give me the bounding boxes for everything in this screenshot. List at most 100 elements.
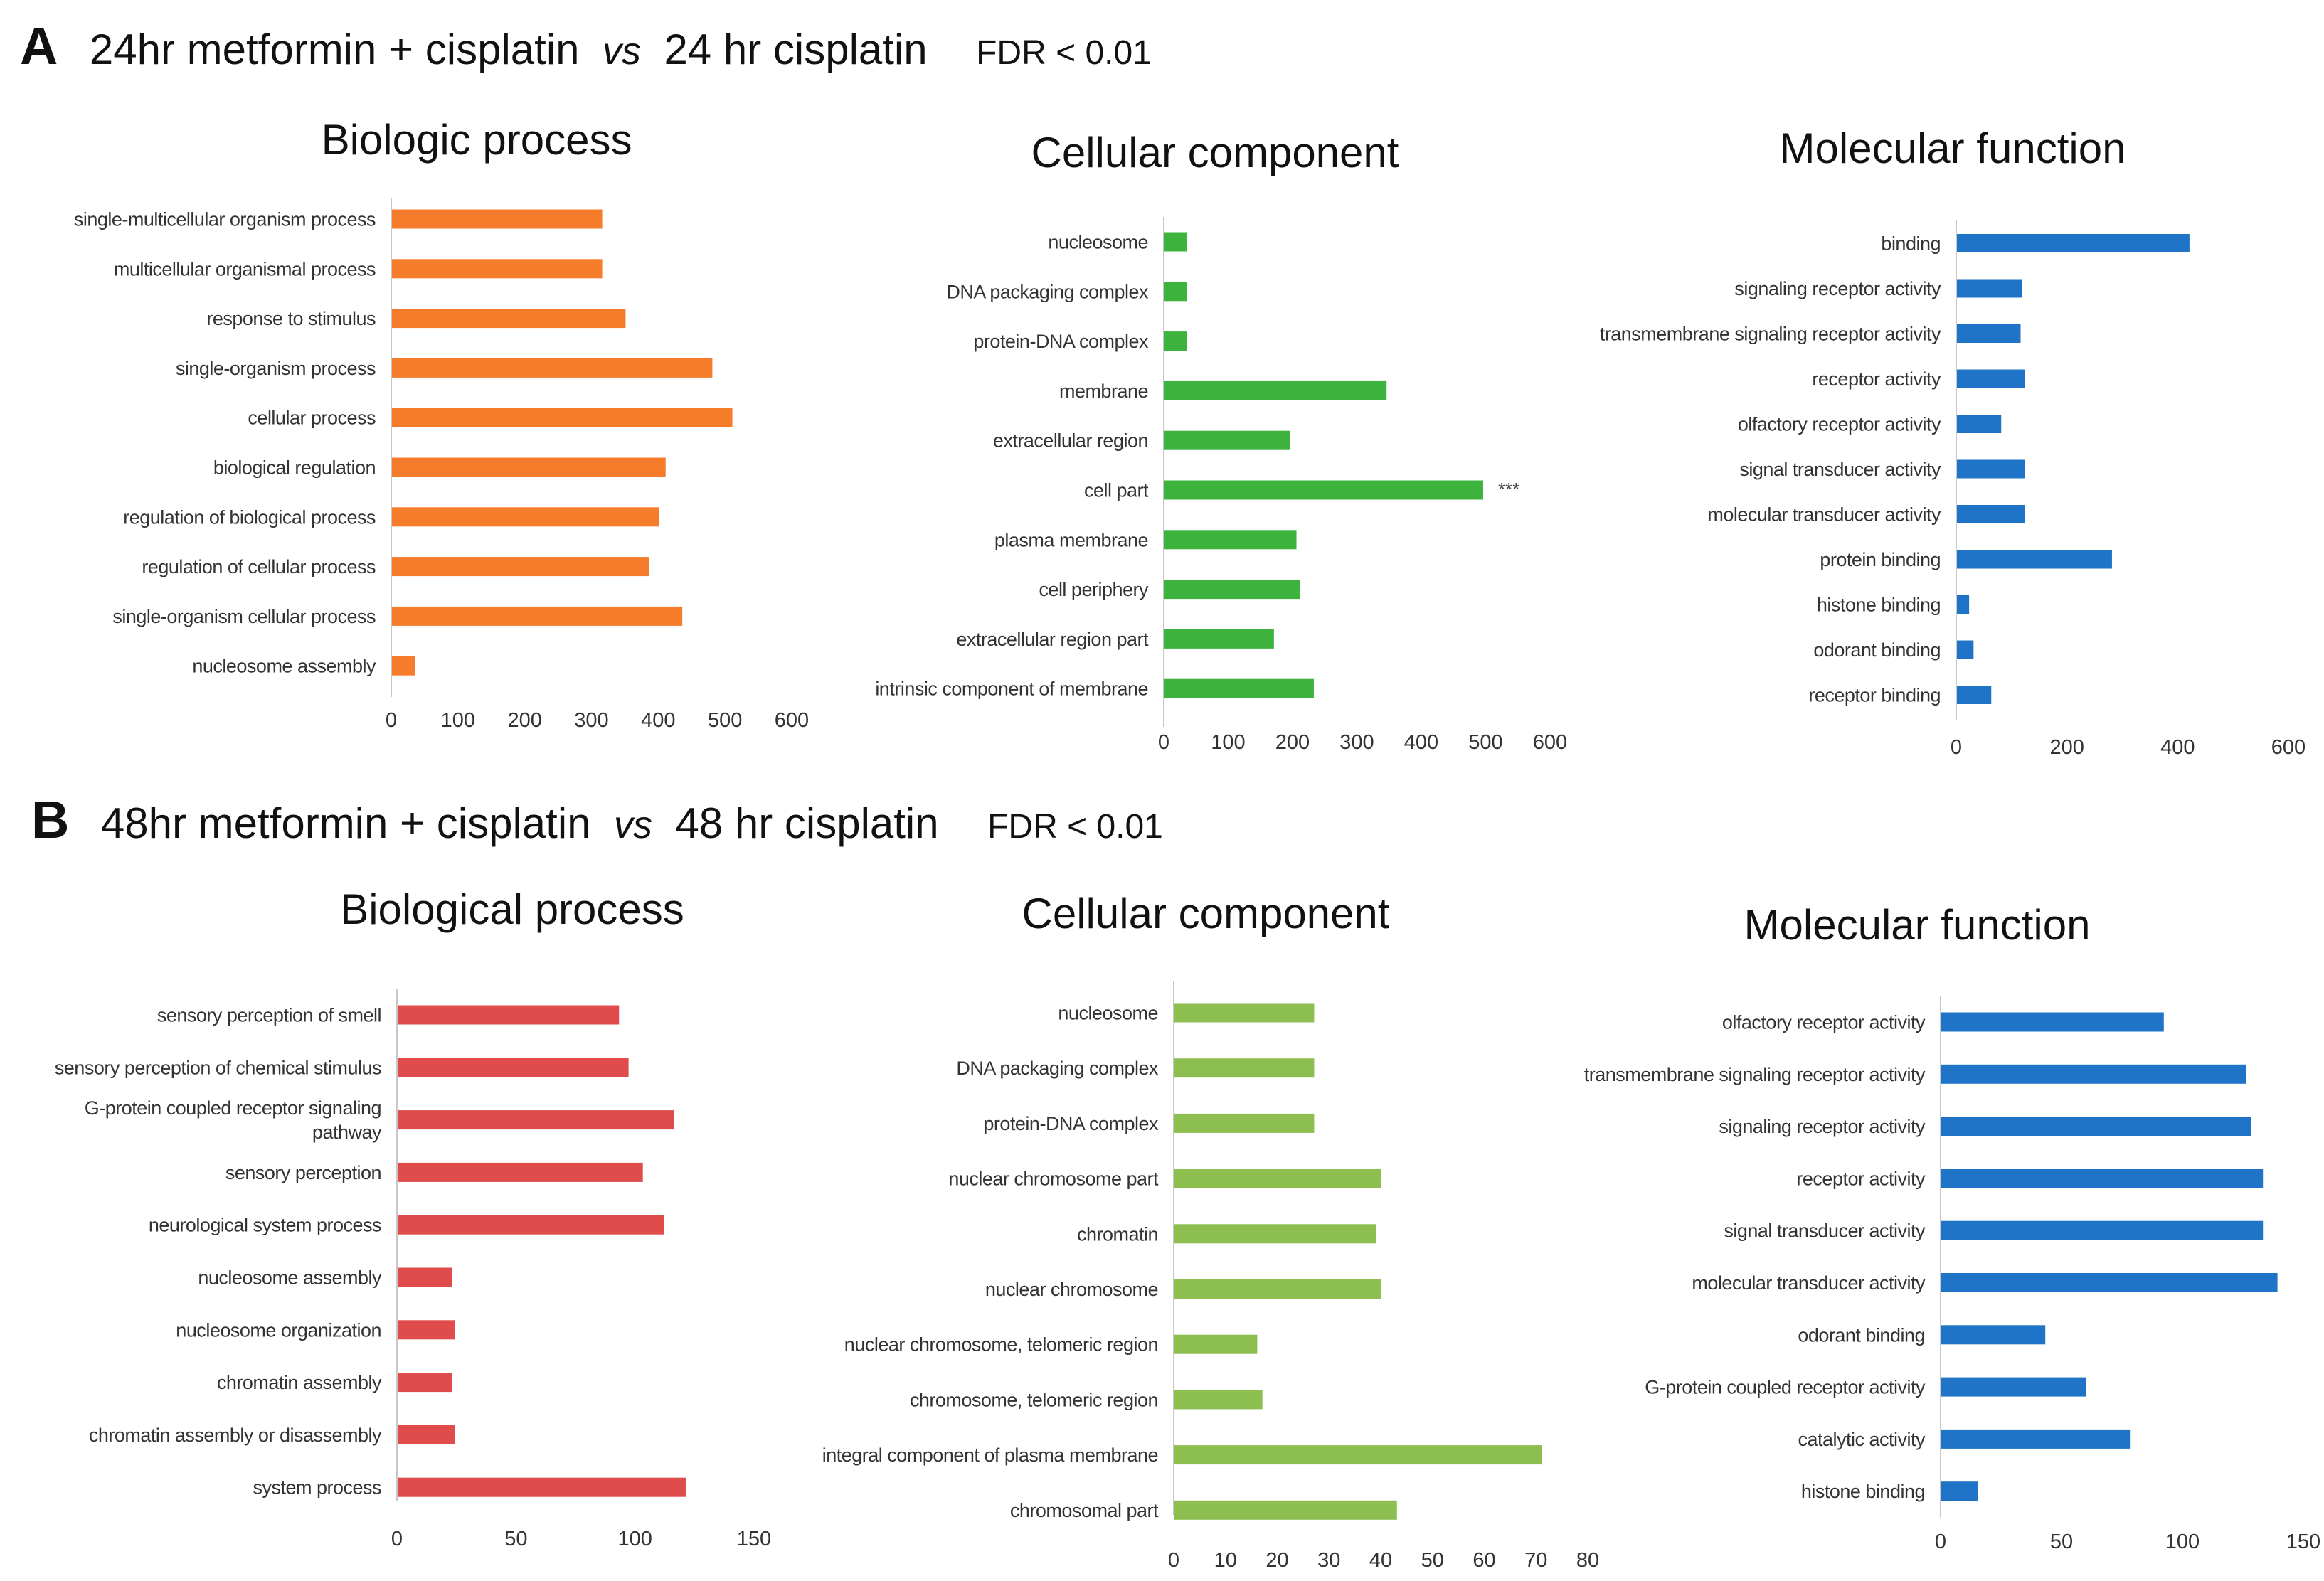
category-label-transmembrane-signaling-receptor-activity: transmembrane signaling receptor activit…	[1600, 323, 1941, 344]
chart-b3-molecular-function: Molecular function olfactory receptor ac…	[1529, 875, 2324, 1572]
bar-receptor-activity	[1957, 369, 2025, 388]
category-label-protein-dna-complex: protein-DNA complex	[983, 1113, 1159, 1134]
panel-b-fdr: FDR < 0.01	[987, 808, 1163, 846]
bar-response-to-stimulus	[392, 309, 626, 329]
bar-regulation-of-cellular-process	[392, 557, 649, 577]
bar-olfactory-receptor-activity	[1941, 1012, 2164, 1032]
chart-title: Biological process	[340, 885, 684, 933]
bar-g-protein-coupled-receptor-activity	[1941, 1377, 2086, 1397]
tick-label-600: 600	[1533, 731, 1567, 754]
category-label-integral-component-of-plasma-membrane: integral component of plasma membrane	[822, 1444, 1158, 1466]
tick-label-400: 400	[2160, 736, 2195, 759]
category-label-sensory-perception: sensory perception	[225, 1162, 381, 1183]
category-label-biological-regulation: biological regulation	[213, 457, 376, 478]
category-label-binding: binding	[1881, 233, 1941, 254]
bar-chromosomal-part	[1174, 1500, 1397, 1520]
bar-chromatin-assembly	[398, 1373, 452, 1393]
bar-odorant-binding	[1957, 640, 1974, 659]
category-label-regulation-of-cellular-process: regulation of cellular process	[142, 556, 376, 577]
panel-a-vs: vs	[602, 30, 641, 73]
category-label-protein-binding: protein binding	[1820, 549, 1941, 570]
panel-a-title-left: 24hr metformin + cisplatin	[89, 26, 580, 73]
category-label-catalytic-activity: catalytic activity	[1798, 1429, 1926, 1450]
category-label-g-protein-coupled-receptor-signaling-pathway: G-protein coupled receptor signaling path…	[85, 1097, 382, 1143]
category-label-molecular-transducer-activity: molecular transducer activity	[1707, 504, 1941, 525]
bar-cell-part	[1164, 480, 1483, 500]
tick-label-20: 20	[1266, 1549, 1288, 1572]
tick-label-70: 70	[1524, 1549, 1547, 1572]
panel-b-header: B 48hr metformin + cisplatin vs 48 hr ci…	[31, 789, 1163, 850]
tick-label-150: 150	[2286, 1531, 2320, 1553]
tick-label-200: 200	[2049, 736, 2084, 759]
bar-sensory-perception	[398, 1162, 643, 1182]
category-label-olfactory-receptor-activity: olfactory receptor activity	[1722, 1011, 1926, 1033]
chart-a1-biologic-process: Biologic process single-multicellular or…	[0, 107, 818, 761]
chart-b1-biological-process: Biological process sensory perception of…	[0, 875, 804, 1572]
tick-label-0: 0	[1168, 1549, 1179, 1572]
tick-label-30: 30	[1317, 1549, 1340, 1572]
category-label-nucleosome: nucleosome	[1058, 1002, 1158, 1023]
bar-histone-binding	[1941, 1481, 1978, 1501]
category-label-plasma-membrane: plasma membrane	[994, 529, 1148, 550]
tick-label-0: 0	[1158, 731, 1169, 754]
chart-svg: nucleosome DNA packaging complex protein-D…	[822, 981, 1599, 1572]
chart-a2-cellular-component: Cellular component nucleosome DNA packagi…	[782, 107, 1586, 761]
bar-cell-periphery	[1164, 580, 1300, 600]
category-label-chromatin-assembly-or-disassembly: chromatin assembly or disassembly	[89, 1425, 382, 1446]
tick-label-100: 100	[441, 709, 475, 732]
bar-signaling-receptor-activity	[1941, 1117, 2251, 1136]
panel-b-vs: vs	[613, 804, 652, 846]
bar-single-organism-cellular-process	[392, 606, 683, 626]
category-label-intrinsic-component-of-membrane: intrinsic component of membrane	[875, 678, 1148, 700]
bar-integral-component-of-plasma-membrane	[1174, 1445, 1542, 1465]
bar-biological-regulation	[392, 457, 666, 477]
category-label-signal-transducer-activity: signal transducer activity	[1739, 459, 1941, 480]
category-label-cellular-process: cellular process	[248, 408, 376, 429]
bar-dna-packaging-complex	[1164, 282, 1187, 302]
chart-title: Biologic process	[321, 116, 632, 164]
bar-protein-binding	[1957, 550, 2112, 569]
tick-label-150: 150	[737, 1528, 771, 1550]
category-label-chromatin-assembly: chromatin assembly	[217, 1372, 382, 1393]
bar-catalytic-activity	[1941, 1429, 2131, 1449]
tick-label-50: 50	[1421, 1549, 1444, 1572]
tick-label-50: 50	[2050, 1531, 2073, 1553]
category-label-odorant-binding: odorant binding	[1813, 639, 1941, 661]
bar-signal-transducer-activity	[1941, 1220, 2264, 1240]
category-label-histone-binding: histone binding	[1801, 1481, 1925, 1502]
annotation-cell-part: ***	[1498, 479, 1519, 500]
tick-label-80: 80	[1576, 1549, 1599, 1572]
panel-a-fdr: FDR < 0.01	[976, 34, 1152, 72]
category-label-nucleosome-assembly: nucleosome assembly	[198, 1267, 382, 1288]
category-label-nuclear-chromosome-telomeric-region: nuclear chromosome, telomeric region	[844, 1334, 1158, 1356]
tick-label-600: 600	[2271, 736, 2306, 759]
bar-regulation-of-biological-process	[392, 507, 659, 527]
bar-sensory-perception-of-chemical-stimulus	[398, 1058, 629, 1077]
bar-sensory-perception-of-smell	[398, 1005, 620, 1025]
category-label-protein-dna-complex: protein-DNA complex	[973, 331, 1149, 352]
category-label-neurological-system-process: neurological system process	[149, 1215, 381, 1236]
bar-transmembrane-signaling-receptor-activity	[1941, 1064, 2246, 1084]
bar-chromatin-assembly-or-disassembly	[398, 1425, 455, 1444]
bar-extracellular-region	[1164, 430, 1290, 450]
category-label-single-multicellular-organism-process: single-multicellular organism process	[74, 208, 376, 230]
bar-protein-dna-complex	[1174, 1113, 1315, 1133]
chart-svg: olfactory receptor activity transmembrane…	[1584, 996, 2320, 1553]
category-label-dna-packaging-complex: DNA packaging complex	[956, 1058, 1159, 1079]
bar-intrinsic-component-of-membrane	[1164, 678, 1314, 698]
bar-signal-transducer-activity	[1957, 459, 2025, 479]
category-label-chromosome-telomeric-region: chromosome, telomeric region	[910, 1389, 1158, 1410]
bar-single-organism-process	[392, 358, 713, 378]
tick-label-400: 400	[1404, 731, 1438, 754]
chart-b2-cellular-component: Cellular component nucleosome DNA packagi…	[768, 875, 1599, 1572]
panel-a-letter: A	[20, 16, 58, 75]
bar-nucleosome	[1164, 232, 1187, 252]
tick-label-500: 500	[1468, 731, 1502, 754]
tick-label-10: 10	[1214, 1549, 1237, 1572]
chart-a3-molecular-function: Molecular function binding signaling rece…	[1529, 107, 2324, 761]
bar-membrane	[1164, 380, 1387, 400]
category-label-molecular-transducer-activity: molecular transducer activity	[1692, 1272, 1926, 1294]
category-label-chromatin: chromatin	[1077, 1223, 1158, 1245]
category-label-extracellular-region: extracellular region	[993, 430, 1148, 452]
category-label-olfactory-receptor-activity: olfactory receptor activity	[1738, 413, 1941, 435]
